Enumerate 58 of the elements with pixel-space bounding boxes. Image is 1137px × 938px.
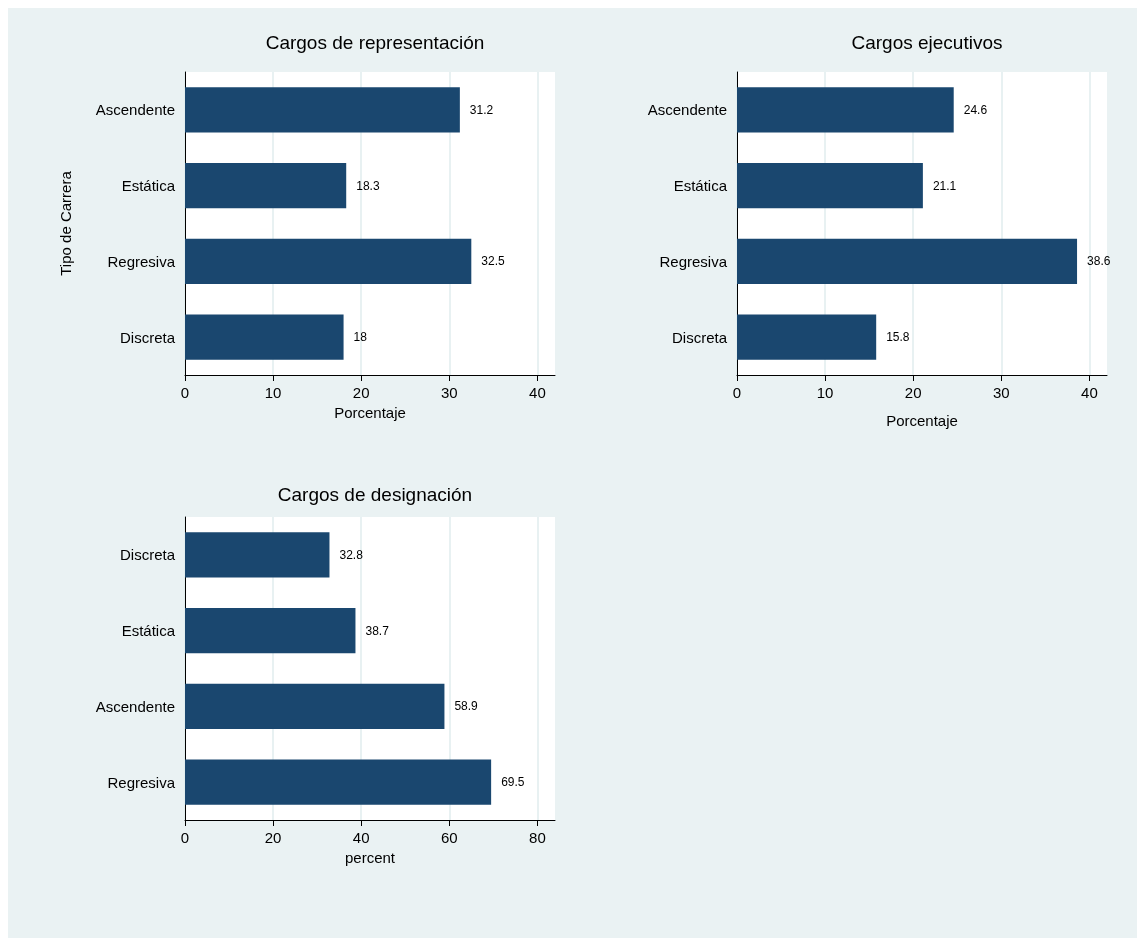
x-axis-title: percent [344, 848, 396, 866]
bar [185, 87, 460, 133]
data-label: 31.2 [469, 102, 494, 117]
y-tick-label: Regresiva [659, 252, 728, 270]
y-tick-label: Ascendente [95, 697, 175, 715]
bar [737, 87, 954, 133]
y-tick-label: Discreta [119, 546, 176, 564]
data-label: 18 [353, 330, 368, 345]
y-tick-label: Ascendente [95, 101, 175, 119]
data-label: 15.8 [886, 330, 910, 345]
x-tick-label: 10 [264, 384, 282, 401]
y-tick-label: Estática [121, 622, 176, 640]
x-tick-label: 10 [816, 384, 834, 401]
bar [185, 162, 347, 209]
x-tick-label: 30 [992, 384, 1010, 401]
x-tick-label: 20 [352, 384, 370, 401]
x-tick-label: 40 [352, 829, 370, 846]
x-tick-label: 60 [440, 829, 458, 846]
chart-title: Cargos de designación [277, 484, 473, 505]
x-tick-label: 40 [1081, 384, 1098, 401]
x-axis-title: Porcentaje [334, 404, 406, 421]
y-tick-label: Regresiva [107, 252, 176, 270]
x-axis-title: Porcentaje [886, 412, 958, 429]
y-tick-label: Estática [121, 177, 176, 195]
data-label: 32.5 [481, 254, 505, 269]
y-tick-label: Ascendente [647, 101, 727, 119]
bar [185, 607, 356, 654]
y-tick-label: Discreta [119, 328, 176, 346]
bar [185, 759, 492, 805]
x-tick-label: 0 [180, 384, 190, 401]
data-label: 69.5 [501, 775, 525, 790]
y-axis-title: Tipo de Carrera [57, 170, 74, 276]
x-tick-label: 0 [732, 384, 742, 401]
bar [737, 238, 1078, 285]
x-tick-label: 20 [904, 384, 922, 401]
chart-title: Cargos de representación [265, 32, 485, 53]
y-tick-label: Discreta [671, 328, 728, 346]
bar [737, 314, 877, 360]
bar [737, 162, 923, 209]
y-tick-label: Estática [673, 177, 728, 195]
data-label: 24.6 [963, 102, 988, 117]
x-tick-label: 80 [529, 829, 546, 846]
bar [185, 314, 344, 360]
data-label: 18.3 [356, 178, 380, 193]
x-tick-label: 0 [180, 829, 190, 846]
x-tick-label: 40 [529, 384, 546, 401]
chart-title: Cargos ejecutivos [851, 32, 1003, 53]
data-label: 58.9 [454, 699, 479, 714]
data-label: 38.7 [365, 623, 390, 638]
x-tick-label: 20 [264, 829, 282, 846]
x-tick-label: 30 [440, 384, 458, 401]
bar [185, 683, 445, 730]
data-label: 38.6 [1087, 254, 1111, 269]
bar [185, 532, 330, 578]
bar [185, 238, 472, 285]
data-label: 21.1 [932, 178, 957, 193]
data-label: 32.8 [339, 547, 364, 562]
y-tick-label: Regresiva [107, 773, 176, 791]
